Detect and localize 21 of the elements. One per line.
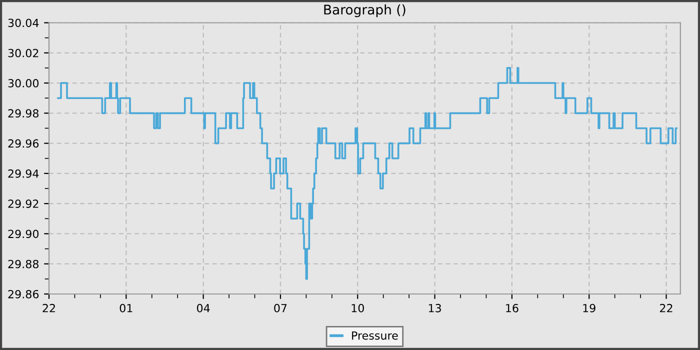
x-tick-label: 19 bbox=[583, 304, 596, 312]
x-tick-label: 22 bbox=[660, 304, 672, 312]
x-tick-label: 13 bbox=[428, 304, 441, 312]
x-tick-label: 16 bbox=[506, 304, 518, 312]
y-tick-label: 29.92 bbox=[8, 200, 38, 208]
y-tick-label: 29.88 bbox=[8, 260, 39, 268]
x-tick-label: 04 bbox=[196, 304, 210, 312]
x-tick-label: 10 bbox=[352, 304, 364, 312]
y-tick-label: 29.96 bbox=[8, 139, 39, 148]
x-tick-label: 07 bbox=[274, 304, 287, 312]
legend-label: Pressure bbox=[352, 331, 398, 340]
x-tick-label: 01 bbox=[120, 304, 132, 312]
y-tick-label: 29.90 bbox=[8, 230, 39, 238]
y-tick-label: 29.94 bbox=[8, 169, 39, 178]
y-tick-label: 30.00 bbox=[8, 79, 39, 88]
x-tick-label: 22 bbox=[42, 304, 55, 312]
chart-title: Barograph () bbox=[324, 4, 406, 18]
y-tick-label: 30.02 bbox=[8, 48, 38, 58]
y-tick-label: 30.04 bbox=[8, 18, 39, 28]
y-tick-label: 29.98 bbox=[8, 109, 39, 118]
y-tick-label: 29.86 bbox=[8, 290, 39, 298]
